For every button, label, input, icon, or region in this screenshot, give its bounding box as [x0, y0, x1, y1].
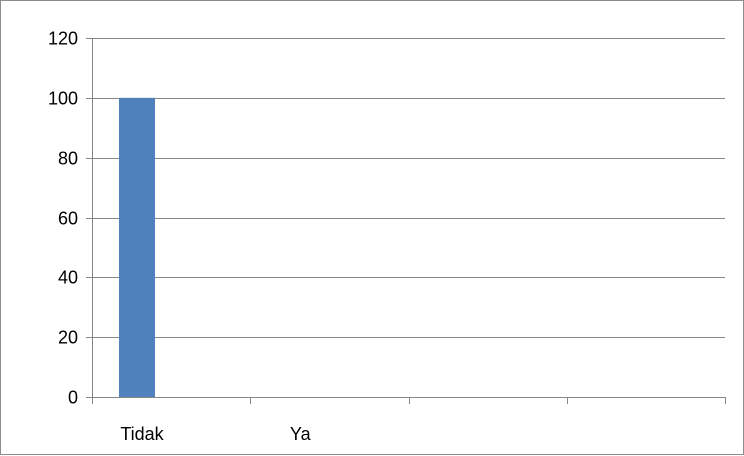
y-tick-label: 0 — [68, 388, 78, 408]
x-tick-labels: Tidak Ya — [120, 424, 311, 444]
y-tick-label: 20 — [58, 328, 78, 348]
bar-Tidak — [119, 97, 155, 397]
y-tick-label: 120 — [48, 29, 78, 49]
axes — [86, 38, 726, 404]
bars — [119, 97, 155, 397]
gridlines — [92, 38, 725, 338]
y-tick-label: 40 — [58, 268, 78, 288]
y-tick-label: 80 — [58, 149, 78, 169]
y-tick-label: 60 — [58, 209, 78, 229]
x-tick-label-Ya: Ya — [290, 424, 312, 444]
y-tick-labels: 0 20 40 60 80 100 120 — [48, 29, 78, 408]
y-tick-label: 100 — [48, 89, 78, 109]
x-tick-label-Tidak: Tidak — [120, 424, 164, 444]
